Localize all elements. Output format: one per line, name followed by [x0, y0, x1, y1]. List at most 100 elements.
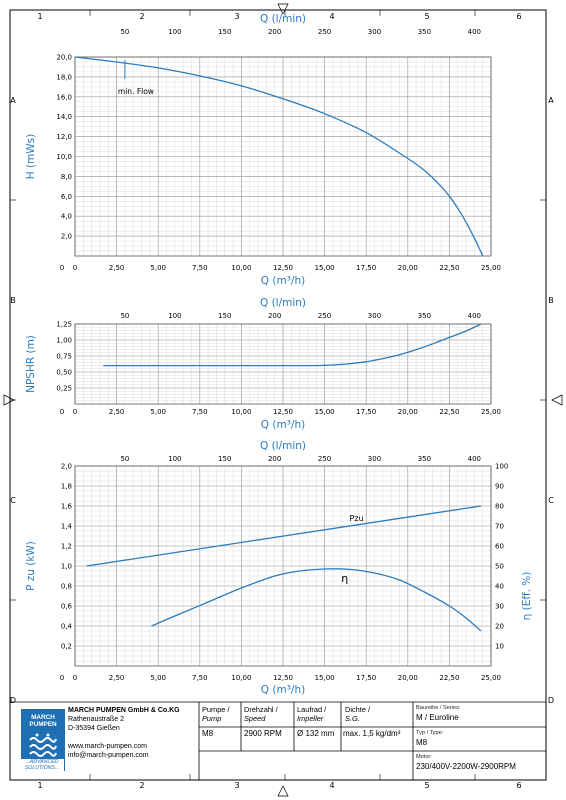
series-label: Baureihe / Series: — [416, 705, 461, 711]
y2-tick-label: 10 — [495, 643, 504, 651]
y2-tick-label: 30 — [495, 603, 504, 611]
density-value: max. 1,5 kg/dm³ — [343, 729, 401, 738]
x-tick-label: 15,00 — [315, 408, 335, 416]
speed-header: Drehzahl / Speed — [244, 705, 278, 723]
x-tick-label: 12,50 — [273, 408, 293, 416]
x-tick-label: 25,00 — [481, 674, 501, 682]
y-axis-title: H (mWs) — [25, 134, 37, 180]
plot-border — [74, 56, 492, 257]
y-tick-label: 0,6 — [61, 603, 73, 611]
impeller-header: Laufrad / Impeller — [297, 705, 326, 723]
origin-label: 0 — [60, 264, 64, 272]
pump-value: M8 — [202, 729, 214, 738]
x2-tick-label: 100 — [168, 312, 181, 320]
x2-axis-title: Q (l/min) — [260, 440, 306, 452]
x2-tick-label: 150 — [218, 312, 231, 320]
company-email: info@march-pumpen.com — [68, 752, 149, 759]
x-tick-label: 5,00 — [150, 674, 166, 682]
impeller-value: Ø 132 mm — [297, 729, 335, 738]
x2-tick-label: 50 — [120, 28, 129, 36]
x-tick-label: 7,50 — [192, 408, 208, 416]
x-tick-label: 20,00 — [398, 674, 418, 682]
y-tick-label: 2,0 — [61, 463, 72, 471]
y2-tick-label: 40 — [495, 583, 504, 591]
pump-header-en: Pump — [202, 713, 222, 723]
x-tick-label: 10,00 — [231, 674, 251, 682]
frame-column-label-top: 3 — [234, 12, 239, 21]
company-website: www.march-pumpen.com — [68, 743, 147, 750]
frame-column-label-bottom: 4 — [329, 781, 334, 790]
origin-label: 0 — [60, 408, 64, 416]
y-tick-label: 2,0 — [61, 233, 72, 241]
y-tick-label: 0,50 — [56, 369, 72, 377]
series-label: Pzu — [350, 514, 364, 523]
logo-word-pumpen: PUMPEN — [29, 721, 57, 728]
y2-tick-label: 100 — [495, 463, 508, 471]
x-tick-label: 10,00 — [231, 264, 251, 272]
x2-tick-label: 350 — [418, 312, 431, 320]
x2-tick-label: 100 — [168, 455, 181, 463]
x-axis-title: Q (m³/h) — [261, 684, 305, 696]
frame-column-label-top: 6 — [516, 12, 521, 21]
x-tick-label: 7,50 — [192, 264, 208, 272]
x-tick-label: 20,00 — [398, 408, 418, 416]
x2-tick-label: 250 — [318, 455, 331, 463]
y-tick-label: 0,2 — [61, 643, 72, 651]
logo-waves-icon — [29, 733, 57, 757]
frame-column-label-top: 5 — [424, 12, 429, 21]
head-chart: 0 2,50 5,00 7,50 10,00 12,50 15,00 17,50 20,00 22… — [25, 13, 501, 287]
x2-tick-label: 300 — [368, 28, 381, 36]
x-tick-label: 2,50 — [109, 408, 125, 416]
y-tick-label: 20,0 — [56, 54, 72, 62]
y-tick-label: 10,0 — [56, 153, 72, 161]
y2-tick-label: 60 — [495, 543, 504, 551]
x2-tick-label: 150 — [218, 455, 231, 463]
x2-tick-label: 250 — [318, 312, 331, 320]
motor-value: 230/400V-2200W-2900RPM — [416, 762, 516, 771]
centering-arrow-icon — [277, 785, 289, 797]
centering-arrow-icon — [277, 3, 289, 15]
company-name: MARCH PUMPEN GmbH & Co.KG — [68, 707, 180, 714]
frame-row-label-right: D — [548, 696, 554, 705]
x-axis-title: Q (m³/h) — [261, 419, 305, 431]
frame-row-label-left: D — [10, 696, 16, 705]
x2-axis-title: Q (l/min) — [260, 13, 306, 25]
x-axis-title: Q (m³/h) — [261, 275, 305, 287]
series-line-eta — [151, 568, 482, 632]
y-tick-label: 8,0 — [61, 173, 72, 181]
y-tick-label: 1,0 — [61, 563, 72, 571]
y-axis-title: P zu (kW) — [25, 541, 37, 591]
series-value: M / Euroline — [416, 713, 459, 722]
density-header: Dichte / S.G. — [345, 705, 370, 723]
plot-border — [74, 465, 492, 667]
company-city: D-35394 Gießen — [68, 725, 120, 732]
motor-label: Motor: — [416, 754, 432, 760]
x-tick-label: 22,50 — [439, 674, 459, 682]
logo-word-march: MARCH — [31, 714, 55, 721]
x2-tick-label: 100 — [168, 28, 181, 36]
x-tick-label: 0 — [73, 674, 77, 682]
x2-tick-label: 150 — [218, 28, 231, 36]
y-tick-label: 1,25 — [56, 321, 72, 329]
y-tick-label: 14,0 — [56, 113, 72, 121]
x-tick-label: 25,00 — [481, 264, 501, 272]
logo-tagline: ...ADVANCED SOLUTIONS... — [20, 759, 64, 771]
x2-tick-label: 300 — [368, 455, 381, 463]
y2-tick-label: 90 — [495, 483, 504, 491]
x-tick-label: 12,50 — [273, 264, 293, 272]
y-tick-label: 1,4 — [61, 523, 73, 531]
series-line-pzu — [86, 505, 482, 567]
x-tick-label: 20,00 — [398, 264, 418, 272]
y-tick-label: 0,8 — [61, 583, 72, 591]
type-value: M8 — [416, 738, 428, 747]
x-tick-label: 10,00 — [231, 408, 251, 416]
y-tick-label: 4,0 — [61, 213, 72, 221]
frame-border — [9, 9, 547, 781]
y-tick-label: 1,8 — [61, 483, 72, 491]
x2-tick-label: 250 — [318, 28, 331, 36]
y-tick-label: 6,0 — [61, 193, 72, 201]
y-tick-label: 0,75 — [56, 353, 72, 361]
x2-tick-label: 50 — [120, 455, 129, 463]
x-tick-label: 2,50 — [109, 674, 125, 682]
